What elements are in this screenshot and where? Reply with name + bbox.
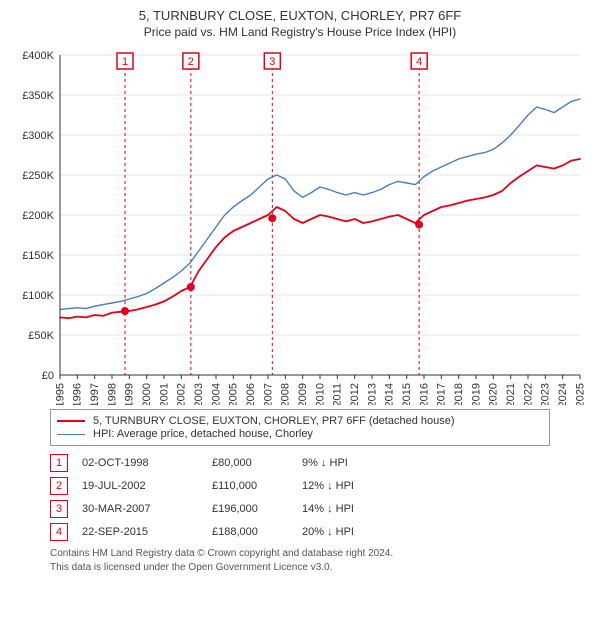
footer-line: This data is licensed under the Open Gov…	[50, 561, 550, 575]
svg-text:£400K: £400K	[22, 50, 54, 62]
legend-item: HPI: Average price, detached house, Chor…	[57, 428, 543, 440]
svg-text:1996: 1996	[72, 383, 84, 405]
transaction-price: £110,000	[212, 480, 302, 492]
svg-text:2012: 2012	[349, 383, 361, 405]
transaction-badge: 4	[50, 523, 68, 541]
svg-text:1998: 1998	[106, 383, 118, 405]
svg-text:£300K: £300K	[22, 130, 54, 142]
transaction-row: 3 30-MAR-2007£196,00014% ↓ HPI	[50, 500, 550, 518]
transaction-price: £80,000	[212, 457, 302, 469]
legend-label: 5, TURNBURY CLOSE, EUXTON, CHORLEY, PR7 …	[93, 415, 455, 427]
transaction-price: £196,000	[212, 503, 302, 515]
transaction-delta: 9% ↓ HPI	[302, 457, 402, 469]
transaction-badge: 1	[50, 454, 68, 472]
transaction-price: £188,000	[212, 526, 302, 538]
svg-text:2022: 2022	[522, 383, 534, 405]
root: 5, TURNBURY CLOSE, EUXTON, CHORLEY, PR7 …	[0, 0, 600, 584]
svg-text:2020: 2020	[488, 383, 500, 405]
svg-text:2025: 2025	[574, 383, 586, 405]
svg-text:2016: 2016	[418, 383, 430, 405]
svg-text:2001: 2001	[158, 383, 170, 405]
transaction-date: 19-JUL-2002	[82, 480, 212, 492]
transaction-date: 22-SEP-2015	[82, 526, 212, 538]
svg-text:2005: 2005	[228, 383, 240, 405]
transaction-delta: 14% ↓ HPI	[302, 503, 402, 515]
svg-text:2004: 2004	[210, 383, 222, 405]
svg-text:2015: 2015	[401, 383, 413, 405]
transaction-row: 4 22-SEP-2015£188,00020% ↓ HPI	[50, 523, 550, 541]
svg-text:£150K: £150K	[22, 250, 54, 262]
svg-text:£350K: £350K	[22, 90, 54, 102]
svg-text:2009: 2009	[297, 383, 309, 405]
svg-text:2023: 2023	[540, 383, 552, 405]
chart-subtitle: Price paid vs. HM Land Registry's House …	[10, 25, 590, 39]
svg-text:2000: 2000	[141, 383, 153, 405]
svg-text:2018: 2018	[453, 383, 465, 405]
svg-text:2017: 2017	[436, 383, 448, 405]
svg-text:£0: £0	[42, 370, 54, 382]
legend-item: 5, TURNBURY CLOSE, EUXTON, CHORLEY, PR7 …	[57, 415, 543, 427]
svg-text:2: 2	[188, 56, 194, 68]
svg-text:2019: 2019	[470, 383, 482, 405]
footer-line: Contains HM Land Registry data © Crown c…	[50, 547, 550, 561]
svg-text:1995: 1995	[54, 383, 66, 405]
legend-label: HPI: Average price, detached house, Chor…	[93, 428, 313, 440]
svg-text:1999: 1999	[124, 383, 136, 405]
chart-area: £0 £50K £100K £150K £200K £250K £300K £350K £400…	[10, 45, 590, 405]
transaction-date: 30-MAR-2007	[82, 503, 212, 515]
svg-text:2011: 2011	[332, 383, 344, 405]
transaction-date: 02-OCT-1998	[82, 457, 212, 469]
svg-text:2010: 2010	[314, 383, 326, 405]
svg-text:£200K: £200K	[22, 210, 54, 222]
svg-text:2021: 2021	[505, 383, 517, 405]
svg-text:2003: 2003	[193, 383, 205, 405]
svg-text:2013: 2013	[366, 383, 378, 405]
transaction-delta: 12% ↓ HPI	[302, 480, 402, 492]
chart-legend: 5, TURNBURY CLOSE, EUXTON, CHORLEY, PR7 …	[50, 409, 550, 446]
transaction-delta: 20% ↓ HPI	[302, 526, 402, 538]
transaction-badge: 3	[50, 500, 68, 518]
legend-swatch	[57, 420, 85, 422]
legend-swatch	[57, 434, 85, 435]
transaction-table: 102-OCT-1998£80,0009% ↓ HPI219-JUL-2002£…	[50, 454, 550, 541]
svg-text:2002: 2002	[176, 383, 188, 405]
line-chart: £0 £50K £100K £150K £200K £250K £300K £350K £400…	[10, 45, 590, 405]
svg-text:1997: 1997	[89, 383, 101, 405]
svg-text:2008: 2008	[280, 383, 292, 405]
svg-text:£50K: £50K	[28, 330, 54, 342]
transaction-row: 2 19-JUL-2002£110,00012% ↓ HPI	[50, 477, 550, 495]
footer-attribution: Contains HM Land Registry data © Crown c…	[50, 547, 550, 574]
svg-text:2024: 2024	[557, 383, 569, 405]
svg-text:2006: 2006	[245, 383, 257, 405]
svg-text:4: 4	[416, 56, 422, 68]
svg-text:1: 1	[122, 56, 128, 68]
chart-title: 5, TURNBURY CLOSE, EUXTON, CHORLEY, PR7 …	[10, 8, 590, 23]
svg-text:£100K: £100K	[22, 290, 54, 302]
svg-text:£250K: £250K	[22, 170, 54, 182]
svg-text:2014: 2014	[384, 383, 396, 405]
transaction-row: 1 02-OCT-1998£80,0009% ↓ HPI	[50, 454, 550, 472]
svg-text:2007: 2007	[262, 383, 274, 405]
chart-title-block: 5, TURNBURY CLOSE, EUXTON, CHORLEY, PR7 …	[10, 8, 590, 39]
svg-text:3: 3	[269, 56, 275, 68]
transaction-badge: 2	[50, 477, 68, 495]
